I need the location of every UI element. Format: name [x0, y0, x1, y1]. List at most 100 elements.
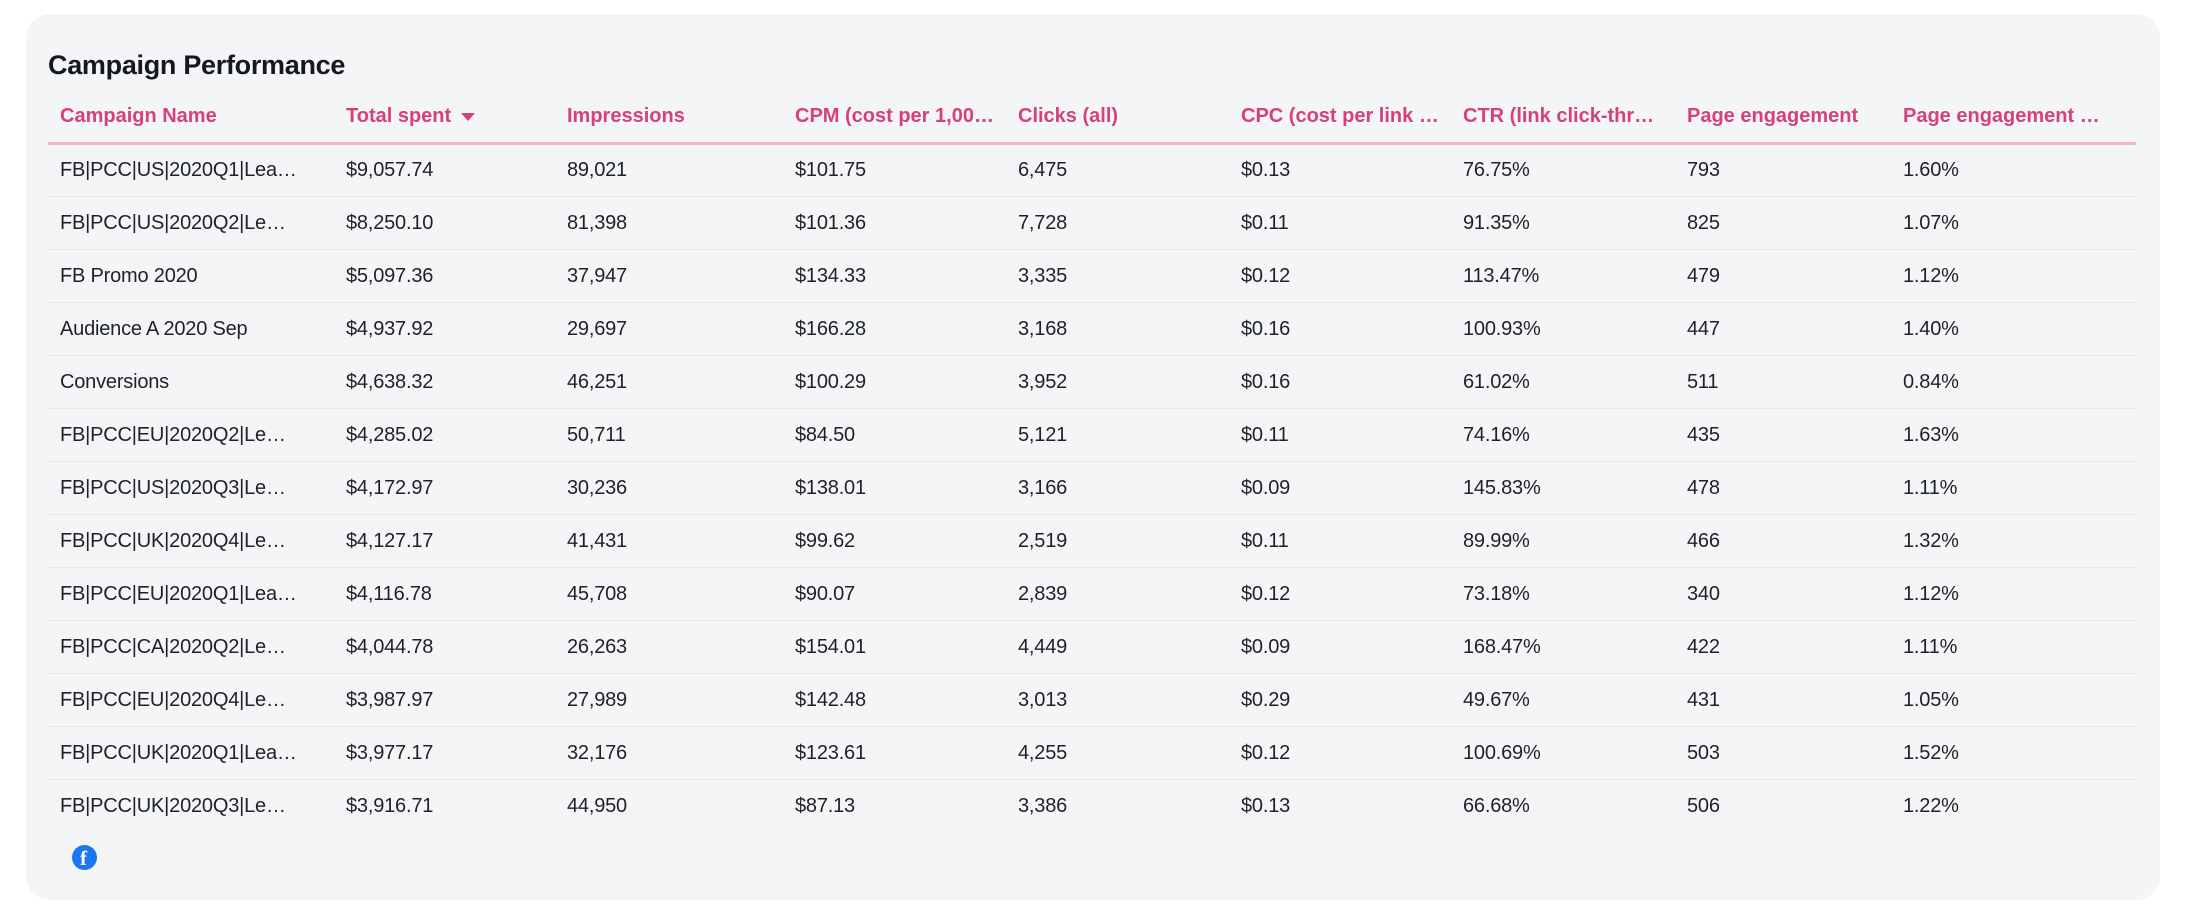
table-cell-cpm: $99.62 [783, 514, 1006, 568]
table-cell-ctr: 145.83% [1451, 461, 1675, 515]
table-cell-cpc: $0.13 [1241, 794, 1291, 817]
table-cell-page_engagement: 435 [1675, 408, 1891, 462]
table-cell-page_engagement_rate: 1.32% [1891, 514, 2136, 568]
table-cell-page_engagement: 447 [1675, 302, 1891, 356]
column-header-cpc[interactable]: CPC (cost per link … [1229, 105, 1451, 145]
table-cell-total_spent: $3,916.71 [346, 794, 434, 817]
table-cell-campaign_name: FB|PCC|EU|2020Q4|Le… [48, 673, 334, 727]
table-cell-ctr: 74.16% [1451, 408, 1675, 462]
table-cell-total_spent: $5,097.36 [334, 249, 555, 303]
page-title: Campaign Performance [48, 50, 346, 80]
campaign-performance-card: Campaign Performance Campaign Name Total… [26, 14, 2160, 900]
table-cell-impressions: 37,947 [555, 249, 783, 303]
table-cell-campaign_name: FB|PCC|UK|2020Q3|Le… [60, 794, 286, 817]
table-cell-total_spent: $4,285.02 [334, 408, 555, 462]
table-cell-clicks_all: 4,255 [1006, 726, 1229, 780]
table-cell-clicks_all: 2,839 [1006, 567, 1229, 621]
table-cell-impressions: 81,398 [555, 196, 783, 250]
table-cell-clicks_all: 3,386 [1018, 794, 1068, 817]
table-cell-ctr: 61.02% [1451, 355, 1675, 409]
table-cell-page_engagement_rate: 1.11% [1891, 620, 2136, 674]
table-cell-impressions: 46,251 [555, 355, 783, 409]
column-header-page-engagement[interactable]: Page engagement [1675, 105, 1891, 145]
table-cell-ctr: 66.68% [1463, 794, 1530, 817]
column-header-total-spent[interactable]: Total spent [334, 105, 555, 145]
table-cell-ctr: 76.75% [1451, 143, 1675, 197]
table-cell-ctr: 73.18% [1451, 567, 1675, 621]
column-header-label: CPM (cost per 1,00… [795, 105, 994, 127]
table-cell-page_engagement: 503 [1675, 726, 1891, 780]
table-cell-cpc: $0.29 [1229, 673, 1451, 727]
table-cell-page_engagement_rate: 1.52% [1891, 726, 2136, 780]
table-cell-ctr: 89.99% [1451, 514, 1675, 568]
table-cell-impressions: 29,697 [555, 302, 783, 356]
table-cell-page_engagement_rate: 1.05% [1891, 673, 2136, 727]
table-cell-cpc: $0.09 [1229, 461, 1451, 515]
table-cell-page_engagement_rate: 1.07% [1891, 196, 2136, 250]
table-cell-total_spent: $9,057.74 [334, 143, 555, 197]
table-header-row: Campaign Name Total spent Impressions CP… [48, 105, 2136, 145]
table-cell-total_spent: $8,250.10 [334, 196, 555, 250]
table-cell-campaign_name: FB|PCC|EU|2020Q2|Le… [48, 408, 334, 462]
table-cell-page_engagement: 431 [1675, 673, 1891, 727]
table-cell-page_engagement_rate: 1.60% [1891, 143, 2136, 197]
table-cell-campaign_name: FB|PCC|CA|2020Q2|Le… [48, 620, 334, 674]
column-header-ctr[interactable]: CTR (link click-thr… [1451, 105, 1675, 145]
table-cell-campaign_name: FB|PCC|UK|2020Q4|Le… [48, 514, 334, 568]
table-cell-campaign_name: FB|PCC|US|2020Q1|Lea… [48, 143, 334, 197]
table-cell-clicks_all: 6,475 [1006, 143, 1229, 197]
table-cell-page_engagement_rate: 0.84% [1891, 355, 2136, 409]
table-cell-campaign_name: FB|PCC|UK|2020Q1|Lea… [48, 726, 334, 780]
table-cell-campaign_name: FB|PCC|EU|2020Q1|Lea… [48, 567, 334, 621]
table-cell-page_engagement: 479 [1675, 249, 1891, 303]
table-cell-cpm: $101.36 [783, 196, 1006, 250]
table-row: FB|PCC|EU|2020Q1|Lea… $4,116.78 45,708 $90.… [48, 567, 2136, 621]
table-cell-campaign_name: Conversions [48, 355, 334, 409]
table-cell-page_engagement: 478 [1675, 461, 1891, 515]
table-cell-cpm: $100.29 [783, 355, 1006, 409]
table-cell-campaign_name: FB Promo 2020 [48, 249, 334, 303]
table-cell-cpc: $0.16 [1229, 355, 1451, 409]
table-row: FB|PCC|US|2020Q2|Le… $8,250.10 81,398 $101.… [48, 196, 2136, 250]
column-header-label: Clicks (all) [1018, 105, 1119, 127]
table-cell-total_spent: $4,638.32 [334, 355, 555, 409]
column-header-cpm[interactable]: CPM (cost per 1,00… [783, 105, 1006, 145]
table-cell-cpc: $0.12 [1229, 726, 1451, 780]
table-cell-cpc: $0.09 [1229, 620, 1451, 674]
table-cell-ctr: 100.93% [1451, 302, 1675, 356]
column-header-campaign-name[interactable]: Campaign Name [48, 105, 334, 145]
table-row: Audience A 2020 Sep $4,937.92 29,697 $166.2… [48, 302, 2136, 356]
column-header-clicks-all[interactable]: Clicks (all) [1006, 105, 1229, 145]
column-header-impressions[interactable]: Impressions [555, 105, 783, 145]
column-header-page-engagement-rate[interactable]: Page engagement … [1891, 105, 2136, 145]
table-cell-page_engagement_rate: 1.11% [1891, 461, 2136, 515]
table-cell-page_engagement: 422 [1675, 620, 1891, 674]
table-cell-impressions: 26,263 [555, 620, 783, 674]
sort-desc-icon [461, 112, 476, 121]
table-cell-page_engagement_rate: 1.40% [1891, 302, 2136, 356]
table-row: FB|PCC|EU|2020Q4|Le… $3,987.97 27,989 $142.… [48, 673, 2136, 727]
column-header-label: Total spent [346, 105, 452, 127]
table-cell-page_engagement: 466 [1675, 514, 1891, 568]
table-cell-total_spent: $4,116.78 [334, 567, 555, 621]
table-row: FB|PCC|CA|2020Q2|Le… $4,044.78 26,263 $154.… [48, 620, 2136, 674]
table-cell-clicks_all: 2,519 [1006, 514, 1229, 568]
table-row: FB|PCC|UK|2020Q1|Lea… $3,977.17 32,176 $123… [48, 726, 2136, 780]
table-cell-page_engagement_rate: 1.63% [1891, 408, 2136, 462]
table-body: FB|PCC|US|2020Q1|Lea… $9,057.74 89,021 $101… [48, 143, 2136, 833]
table-cell-total_spent: $4,127.17 [334, 514, 555, 568]
table-cell-cpm: $134.33 [783, 249, 1006, 303]
column-header-label: CPC (cost per link … [1241, 105, 1439, 127]
table-cell-clicks_all: 3,013 [1006, 673, 1229, 727]
table-cell-cpm: $138.01 [783, 461, 1006, 515]
table-cell-cpc: $0.11 [1229, 196, 1451, 250]
column-header-label: Impressions [567, 105, 685, 127]
facebook-logo-icon: f [72, 845, 97, 870]
table-cell-page_engagement: 340 [1675, 567, 1891, 621]
table-cell-impressions: 30,236 [555, 461, 783, 515]
table-cell-impressions: 41,431 [555, 514, 783, 568]
table-cell-page_engagement_rate: 1.12% [1891, 249, 2136, 303]
table-cell-campaign_name: Audience A 2020 Sep [48, 302, 334, 356]
table-cell-ctr: 168.47% [1451, 620, 1675, 674]
table-cell-clicks_all: 5,121 [1006, 408, 1229, 462]
